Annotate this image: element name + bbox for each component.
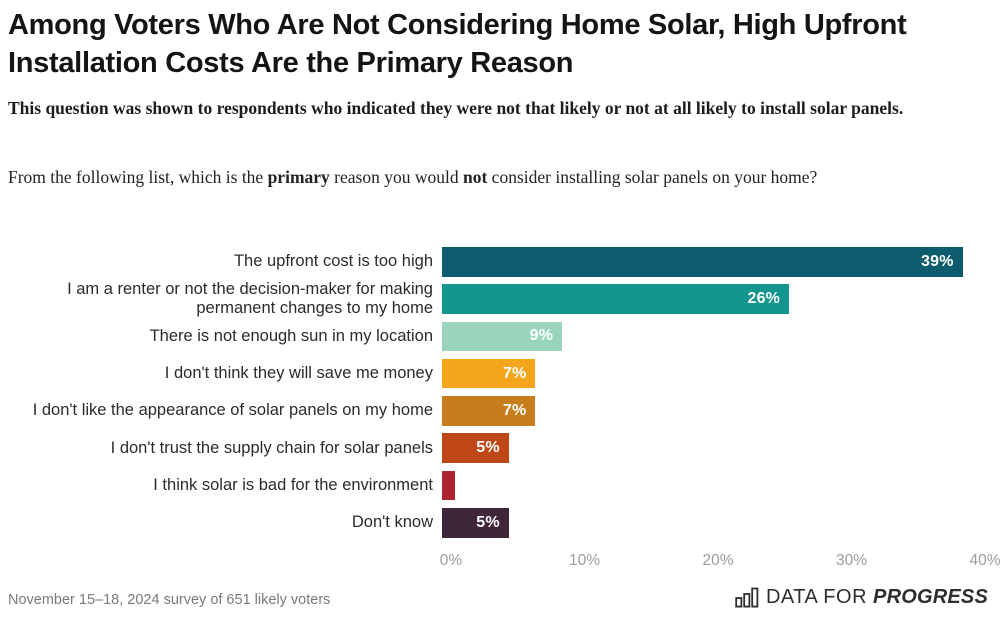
chart-row: I am a renter or not the decision-maker … xyxy=(0,279,1000,318)
x-axis: 0% 10% 20% 30% 40% xyxy=(440,552,1000,572)
value-label: 39% xyxy=(921,252,954,270)
bar-area: 39% xyxy=(442,247,976,277)
chart-row: Don't know 5% xyxy=(0,508,1000,538)
value-label: 26% xyxy=(747,290,781,308)
bar: 7% xyxy=(442,396,536,426)
bar-area: 7% xyxy=(442,358,976,389)
x-axis-tick: 40% xyxy=(969,552,1000,569)
value-label: 9% xyxy=(529,327,554,345)
bar: 5% xyxy=(442,508,509,538)
value-label: 7% xyxy=(502,401,527,419)
question-bold-primary: primary xyxy=(267,167,330,187)
x-axis-tick: 20% xyxy=(702,552,734,569)
x-axis-tick: 30% xyxy=(835,552,868,569)
category-label: The upfront cost is too high xyxy=(233,252,433,271)
category-label: There is not enough sun in my location xyxy=(149,326,433,345)
source-note: November 15–18, 2024 survey of 651 likel… xyxy=(8,592,331,608)
bar: 26% xyxy=(442,284,790,314)
category-label: Don't know xyxy=(351,513,433,532)
bar-area: 7% xyxy=(442,396,976,426)
logo-text-bold: PROGRESS xyxy=(873,586,988,608)
category-label: I don't trust the supply chain for solar… xyxy=(110,438,433,457)
question-text: From the following list, which is the xyxy=(8,167,268,187)
value-label: 5% xyxy=(476,439,500,457)
question-text: reason you would xyxy=(329,167,463,187)
bar-chart: The upfront cost is too high 39% I am a … xyxy=(0,247,1000,545)
chart-subtitle: This question was shown to respondents w… xyxy=(8,98,904,118)
bar: 9% xyxy=(442,321,563,352)
chart-row: I don't like the appearance of solar pan… xyxy=(0,396,1000,426)
logo-text-regular: DATA FOR xyxy=(765,586,868,608)
bar-area: 26% xyxy=(442,284,976,314)
category-label: I don't like the appearance of solar pan… xyxy=(32,401,433,420)
page-title: Among Voters Who Are Not Considering Hom… xyxy=(8,9,907,79)
bar-area: 9% xyxy=(442,321,976,352)
bar: 39% xyxy=(442,247,963,277)
bar xyxy=(442,470,456,501)
bar-area xyxy=(442,470,976,501)
bar: 5% xyxy=(442,433,509,463)
x-axis-tick: 10% xyxy=(568,552,601,569)
chart-row: The upfront cost is too high 39% xyxy=(0,247,1000,277)
chart-row: I think solar is bad for the environment xyxy=(0,470,1000,501)
data-for-progress-logo: DATA FOR PROGRESS xyxy=(735,586,988,609)
category-label: I am a renter or not the decision-maker … xyxy=(67,279,433,318)
x-axis-tick: 0% xyxy=(439,552,463,569)
chart-row: I don't think they will save me money 7% xyxy=(0,358,1000,389)
bar: 7% xyxy=(442,358,536,389)
survey-question: From the following list, which is the pr… xyxy=(8,167,993,188)
bar-area: 5% xyxy=(442,433,976,463)
question-text: consider installing solar panels on your… xyxy=(487,167,818,187)
bar-chart-icon xyxy=(735,587,759,608)
chart-row: There is not enough sun in my location 9… xyxy=(0,321,1000,352)
chart-row: I don't trust the supply chain for solar… xyxy=(0,433,1000,463)
value-label: 5% xyxy=(476,513,500,531)
bar-area: 5% xyxy=(442,508,976,538)
value-label: 7% xyxy=(502,364,527,382)
category-label: I think solar is bad for the environment xyxy=(153,475,433,494)
question-bold-not: not xyxy=(462,167,488,187)
category-label: I don't think they will save me money xyxy=(164,363,433,382)
